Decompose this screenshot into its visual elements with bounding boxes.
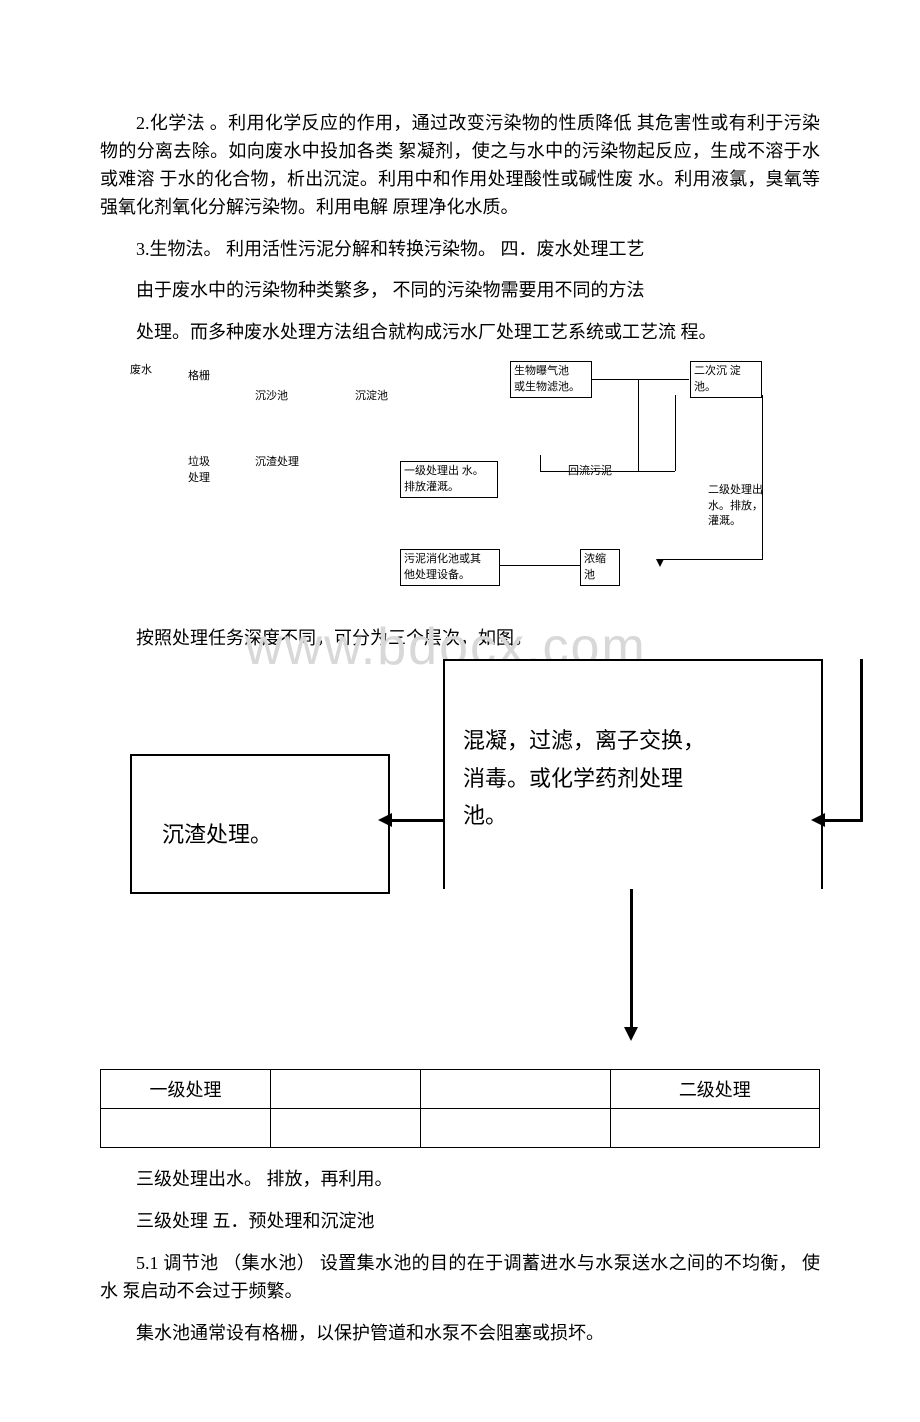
table-row: 一级处理 二级处理 xyxy=(101,1070,820,1109)
label-grid: 格栅 xyxy=(188,369,210,384)
paragraph-process-flow: 处理。而多种废水处理方法组合就构成污水厂处理工艺系统或工艺流 程。 xyxy=(100,319,820,347)
arrow-head-left xyxy=(378,813,392,827)
line-bio-to-sec xyxy=(592,379,689,380)
level1-out-line1: 一级处理出 水。 xyxy=(404,465,484,477)
box-digest: 污泥消化池或其 他处理设备。 xyxy=(400,549,500,586)
line-return-sludge xyxy=(540,471,675,472)
cell-level2: 二级处理 xyxy=(610,1070,819,1109)
label-residue: 沉渣处理 xyxy=(255,455,299,470)
level-table: 一级处理 二级处理 xyxy=(100,1069,820,1148)
line-vert-sec xyxy=(675,395,676,471)
line-return-up xyxy=(540,455,541,472)
cell-level1: 一级处理 xyxy=(101,1070,271,1109)
treat-line2: 消毒。或化学药剂处理 xyxy=(463,766,683,791)
table-row xyxy=(101,1109,820,1148)
diagram-caption: 按照处理任务深度不同，可分为三个层次，如图。 xyxy=(100,625,820,653)
paragraph-level3-pretreat: 三级处理 五．预处理和沉淀池 xyxy=(100,1208,820,1236)
process-flow-diagram: 废水 格栅 沉沙池 沉淀池 生物曝气池 或生物滤池。 二次沉 淀 池。 垃圾 处… xyxy=(100,361,820,611)
paragraph-regulating-tank: 5.1 调节池 （集水池） 设置集水池的目的在于调蓄进水与水泵送水之间的不均衡，… xyxy=(100,1250,820,1306)
line-to-concentrate-h xyxy=(660,559,763,560)
digest-line2: 他处理设备。 xyxy=(404,569,470,581)
sec-sed-line1: 二次沉 淀 xyxy=(694,365,741,377)
text-treatment: 混凝，过滤，离子交换， 消毒。或化学药剂处理 池。 xyxy=(463,722,705,834)
level2-out-line2: 水。排放， xyxy=(708,500,763,512)
box-bio-pool: 生物曝气池 或生物滤池。 xyxy=(510,361,592,398)
cell-empty xyxy=(271,1109,421,1148)
treat-line1: 混凝，过滤，离子交换， xyxy=(463,728,705,753)
line-digest-concentrate xyxy=(500,565,580,566)
text-residue: 沉渣处理。 xyxy=(162,816,272,853)
arrow-line-right-in xyxy=(823,819,863,822)
garbage-line2: 处理 xyxy=(188,472,210,484)
concentrate-line1: 浓缩 xyxy=(584,553,606,565)
arrow-head-down xyxy=(624,1027,638,1041)
level-diagram: 沉渣处理。 混凝，过滤，离子交换， 消毒。或化学药剂处理 池。 xyxy=(100,659,820,1049)
level2-out-line3: 灌溉。 xyxy=(708,515,741,527)
cell-empty xyxy=(421,1109,610,1148)
paragraph-chemical-method: 2.化学法 。利用化学反应的作用，通过改变污染物的性质降低 其危害性或有利于污染… xyxy=(100,110,820,222)
sec-sed-line2: 池。 xyxy=(694,381,716,393)
cell-empty xyxy=(610,1109,819,1148)
concentrate-line2: 池 xyxy=(584,569,595,581)
paragraph-pollutant-types: 由于废水中的污染物种类繁多， 不同的污染物需要用不同的方法 xyxy=(100,277,820,305)
box-level1-out: 一级处理出 水。 排放灌溉。 xyxy=(400,461,498,498)
box-concentrate: 浓缩 池 xyxy=(580,549,620,586)
label-level2-out: 二级处理出 水。排放， 灌溉。 xyxy=(708,483,763,529)
paragraph-level3-out: 三级处理出水。 排放，再利用。 xyxy=(100,1166,820,1194)
bio-pool-line1: 生物曝气池 xyxy=(514,365,569,377)
label-garbage: 垃圾 处理 xyxy=(188,455,210,486)
paragraph-bio-method: 3.生物法。 利用活性污泥分解和转换污染物。 四．废水处理工艺 xyxy=(100,236,820,264)
arrow-vert-right xyxy=(860,659,863,822)
paragraph-grid-protection: 集水池通常设有格栅，以保护管道和水泵不会阻塞或损坏。 xyxy=(100,1320,820,1348)
level2-out-line1: 二级处理出 xyxy=(708,484,763,496)
label-sed-pool: 沉淀池 xyxy=(355,389,388,404)
line-vert-mid xyxy=(638,379,639,471)
digest-line1: 污泥消化池或其 xyxy=(404,553,481,565)
bio-pool-line2: 或生物滤池。 xyxy=(514,381,580,393)
garbage-line1: 垃圾 xyxy=(188,456,210,468)
treat-line3: 池。 xyxy=(463,803,507,828)
cell-empty xyxy=(421,1070,610,1109)
arrow-to-concentrate xyxy=(656,559,664,567)
cell-empty xyxy=(271,1070,421,1109)
arrow-line-down xyxy=(630,889,633,1029)
level1-out-line2: 排放灌溉。 xyxy=(404,481,459,493)
box-secondary-sed: 二次沉 淀 池。 xyxy=(690,361,762,398)
arrow-head-right-in xyxy=(811,813,825,827)
arrow-line-left xyxy=(390,819,443,822)
label-sand-pool: 沉沙池 xyxy=(255,389,288,404)
label-waste-water: 废水 xyxy=(130,363,152,378)
line-vert-right xyxy=(762,395,763,560)
cell-empty xyxy=(101,1109,271,1148)
